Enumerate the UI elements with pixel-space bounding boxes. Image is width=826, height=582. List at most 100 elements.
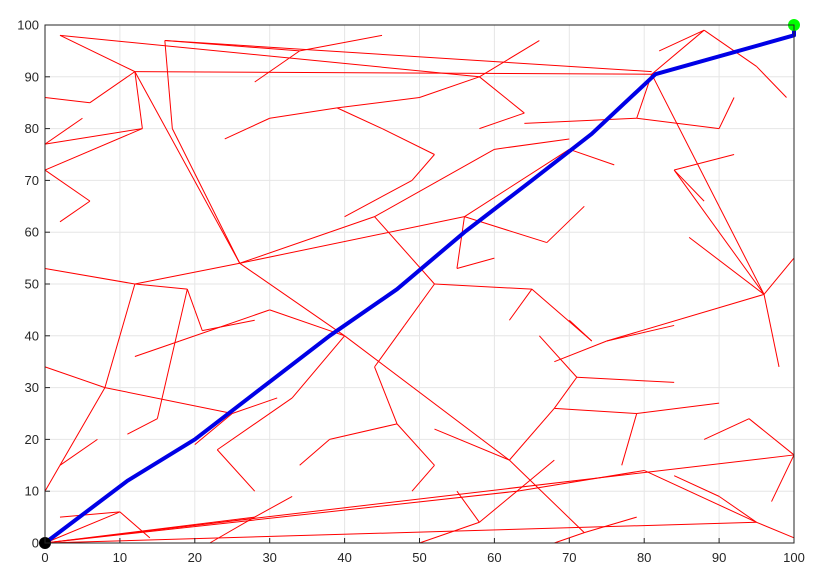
tree-edge-33	[156, 289, 188, 419]
tree-edge-76	[538, 335, 578, 378]
tree-edge-115	[127, 418, 158, 435]
tree-edge-105	[254, 495, 293, 518]
tree-edge-95	[718, 97, 735, 129]
tree-edge-63	[396, 423, 435, 466]
tree-edge-113	[59, 200, 91, 223]
tree-edge-85	[224, 117, 270, 140]
tree-edge-15	[164, 40, 652, 73]
tree-edge-107	[119, 511, 151, 539]
tree-edge-65	[179, 309, 270, 342]
tree-edge-116	[202, 319, 255, 332]
x-tick-label-0: 0	[41, 550, 48, 565]
tree-edge-118	[456, 257, 495, 269]
tree-edge-57	[434, 283, 532, 290]
tree-edge-55	[494, 138, 570, 150]
x-tick-label-6: 60	[487, 550, 501, 565]
tree-edge-41	[464, 148, 570, 218]
tree-edge-124	[411, 464, 435, 492]
y-tick-label-0: 0	[32, 536, 39, 551]
tree-edge-96	[748, 418, 795, 456]
tree-edge-111	[59, 438, 98, 466]
tree-edge-29	[44, 366, 106, 389]
tree-edge-97	[703, 418, 750, 440]
tree-edge-87	[381, 128, 435, 155]
tree-edge-100	[419, 521, 480, 544]
y-tick-label-5: 50	[25, 277, 39, 292]
tree-edge-106	[59, 511, 120, 518]
tree-edge-123	[299, 439, 330, 466]
tree-edge-30	[104, 387, 233, 414]
tree-edge-102	[584, 516, 637, 534]
tree-edge-11	[516, 459, 555, 492]
tree-edge-88	[411, 154, 435, 181]
tree-edge-27	[44, 267, 135, 285]
tree-edge-79	[337, 97, 420, 109]
tree-edge-54	[374, 148, 495, 218]
y-tick-label-3: 30	[25, 380, 39, 395]
tree-edge-101	[456, 490, 480, 523]
tree-edge-64	[269, 309, 345, 337]
tree-edge-120	[569, 148, 615, 166]
tree-edge-18	[134, 71, 143, 129]
y-tick-label-1: 10	[25, 484, 39, 499]
tree-edge-48	[763, 294, 780, 367]
tree-edge-103	[554, 532, 585, 544]
tree-edge-86	[336, 107, 383, 130]
tree-edge-80	[479, 76, 525, 114]
y-tick-label-8: 80	[25, 121, 39, 136]
tree-edge-83	[299, 34, 383, 52]
tree-edge-60	[374, 325, 405, 368]
tree-edge-61	[374, 366, 398, 425]
tree-edge-75	[576, 376, 675, 383]
tree-edge-0	[44, 454, 795, 544]
x-tick-label-1: 10	[113, 550, 127, 565]
x-tick-label-4: 40	[337, 550, 351, 565]
tree-edge-47	[763, 257, 795, 295]
tree-edge-68	[216, 449, 256, 492]
axis-ticks: 0 10 20 30 40 50 60 70 80 90 100 0 10 20 30 40 50 60 70 80 9…	[17, 18, 805, 566]
tree-edge-108	[232, 397, 278, 414]
tree-edge-19	[44, 128, 143, 145]
tree-edge-8	[756, 521, 795, 539]
tree-edge-119	[546, 205, 585, 243]
x-tick-label-10: 100	[783, 550, 805, 565]
tree-edge-45	[554, 340, 607, 363]
x-tick-label-9: 90	[712, 550, 726, 565]
x-tick-label-8: 80	[637, 550, 651, 565]
tree-edge-71	[554, 407, 637, 414]
tree-edge-39	[456, 216, 465, 269]
tree-edge-32	[134, 283, 188, 290]
tree-edge-84	[269, 107, 338, 119]
tree-edge-2	[44, 490, 517, 544]
tree-edge-70	[509, 407, 555, 461]
tree-edges	[44, 29, 795, 544]
x-tick-label-5: 50	[412, 550, 426, 565]
x-tick-label-2: 20	[188, 550, 202, 565]
tree-edge-122	[568, 319, 593, 342]
tree-edge-16	[89, 71, 136, 104]
tree-edge-17	[44, 97, 90, 104]
x-tick-label-3: 30	[262, 550, 276, 565]
tree-edge-13	[59, 34, 136, 73]
tree-edge-9	[718, 495, 757, 523]
tree-edge-26	[134, 262, 240, 285]
tree-edge-112	[44, 169, 91, 202]
tree-edge-43	[673, 169, 765, 295]
tree-edge-53	[636, 117, 720, 130]
tree-edge-25	[509, 459, 585, 533]
tree-edge-81	[479, 112, 525, 130]
tree-edge-37	[164, 40, 300, 52]
tree-edge-121	[508, 288, 533, 321]
tree-edge-73	[621, 413, 638, 466]
tree-edge-74	[553, 376, 578, 409]
tree-edge-91	[756, 66, 787, 98]
tree-edge-42	[651, 73, 765, 295]
tree-edge-117	[134, 340, 180, 357]
tree-edge-31	[59, 387, 106, 466]
y-tick-label-10: 100	[17, 18, 39, 33]
tree-edge-114	[44, 117, 83, 145]
tree-edge-35	[171, 128, 241, 264]
tree-edge-28	[104, 283, 136, 388]
tree-edge-93	[674, 154, 735, 171]
